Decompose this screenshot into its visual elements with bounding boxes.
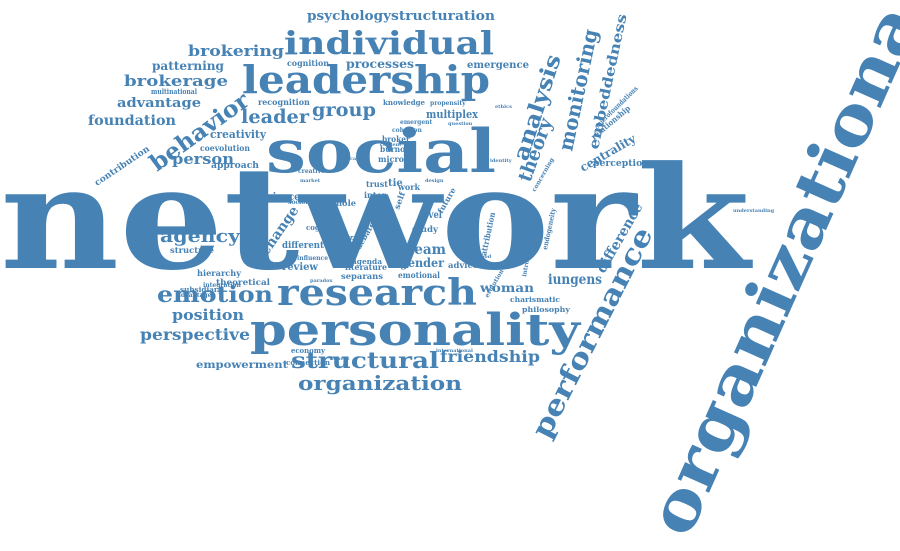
- word-organization: organization: [298, 371, 463, 395]
- word-theoretical: theoretical: [216, 277, 270, 287]
- word-leader: leader: [241, 106, 310, 128]
- word-trust: trust: [366, 179, 388, 189]
- word-iungens: iungens: [548, 272, 602, 288]
- word-processes: processes: [346, 57, 414, 71]
- word-hierarchy: hierarchy: [197, 268, 241, 278]
- word-broker: broker: [382, 134, 411, 144]
- word-psychology: psychology: [307, 9, 391, 24]
- word-team: team: [408, 242, 446, 258]
- word-advantages: advantages: [177, 292, 215, 299]
- word-empowerment: empowerment: [196, 360, 288, 371]
- word-question: question: [448, 121, 473, 127]
- word-separans: separans: [341, 271, 384, 281]
- word-level: level: [420, 210, 442, 221]
- word-multinational: multinational: [151, 87, 197, 96]
- word-individual: individual: [284, 24, 494, 62]
- word-cognition: cognition: [287, 58, 329, 68]
- word-emergence: emergence: [467, 60, 529, 71]
- word-social: social: [266, 117, 496, 187]
- word-identity: identity: [490, 158, 513, 164]
- word-international: international: [436, 348, 473, 354]
- word-emergent: emergent: [400, 119, 433, 126]
- word-leadership: leadership: [242, 57, 490, 102]
- word-group: group: [312, 99, 376, 121]
- word-perspective: perspective: [140, 325, 250, 344]
- word-cohesion: cohesion: [392, 127, 422, 134]
- word-agency: agency: [160, 226, 241, 247]
- word-brokering: brokering: [188, 42, 285, 60]
- word-understanding: understanding: [733, 208, 775, 214]
- word-structuration: structuration: [391, 9, 496, 24]
- word-subsidiary: subsidiary: [180, 285, 223, 294]
- word-benefit: benefit: [330, 356, 350, 362]
- word-creative: creative: [298, 168, 325, 175]
- word-integration: integration: [203, 282, 242, 289]
- word-network: network: [0, 136, 753, 302]
- word-jazz: jazz: [341, 233, 357, 242]
- word-advantage: advantage: [117, 96, 201, 111]
- word-economy: economy: [291, 346, 326, 355]
- word-tie: tie: [388, 178, 403, 189]
- word-content: content: [380, 142, 402, 148]
- word-friendship: friendship: [440, 347, 540, 366]
- word-person: person: [172, 150, 234, 168]
- word-structure: structure: [170, 245, 214, 255]
- word-study: study: [412, 224, 438, 234]
- word-method: method: [470, 254, 492, 260]
- word-approach: approach: [211, 161, 259, 171]
- word-propensity: propensity: [430, 100, 466, 107]
- word-charismatic: charismatic: [510, 295, 560, 304]
- word-agenda: agenda: [352, 257, 382, 266]
- word-recognition: recognition: [258, 97, 310, 107]
- word-gender: gender: [400, 256, 445, 270]
- word-structural: structural: [291, 348, 439, 374]
- word-personality: personality: [250, 305, 582, 356]
- word-work: work: [397, 182, 420, 192]
- word-literature: literature: [345, 262, 387, 272]
- word-emotion: emotion: [157, 282, 273, 308]
- word-career: career: [350, 156, 368, 162]
- word-cognitive: cognitive: [306, 223, 343, 232]
- word-brokerage: brokerage: [124, 72, 228, 90]
- word-paradox: paradox: [310, 278, 333, 284]
- word-different: different: [282, 241, 325, 251]
- word-science: science: [262, 192, 300, 203]
- word-perception: perception: [593, 159, 649, 169]
- word-review: review: [282, 262, 318, 273]
- word-sociology: sociology: [288, 199, 320, 206]
- word-creativity: creativity: [210, 128, 267, 141]
- word-coevolution: coevolution: [200, 143, 250, 153]
- word-knowledge: knowledge: [383, 98, 426, 107]
- word-micro: micro: [378, 154, 405, 164]
- word-ethics: ethics: [495, 104, 512, 110]
- word-emotional: emotional: [398, 270, 440, 280]
- word-foundation: foundation: [88, 113, 176, 129]
- word-design: design: [425, 178, 444, 184]
- word-advice: advice: [448, 260, 478, 270]
- word-influence: influence: [297, 255, 328, 262]
- word-hole: hole: [336, 198, 356, 208]
- word-market: market: [300, 178, 321, 184]
- word-connection: connection: [286, 358, 330, 367]
- word-inter: inter: [364, 190, 387, 200]
- word-multiplex: multiplex: [426, 108, 478, 121]
- word-patterning: patterning: [152, 59, 225, 73]
- word-position: position: [172, 306, 244, 324]
- word-burnout: burnout: [380, 144, 414, 154]
- word-philosophy: philosophy: [522, 305, 571, 314]
- word-research: research: [277, 272, 477, 314]
- word-woman: woman: [479, 281, 534, 295]
